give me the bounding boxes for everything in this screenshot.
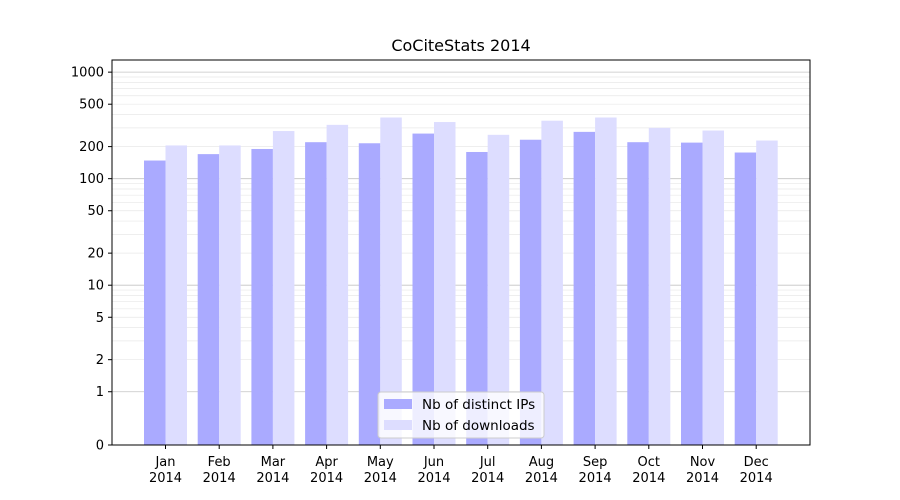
y-tick-label: 100 [79, 172, 104, 187]
x-tick-label-month: Feb [208, 455, 231, 470]
bar-distinct-ips [627, 142, 649, 445]
y-tick-label: 10 [87, 279, 104, 294]
x-tick-label-month: Nov [690, 455, 716, 470]
x-tick-label-year: 2014 [632, 471, 665, 486]
bar-distinct-ips [681, 142, 703, 446]
bar-downloads [487, 134, 510, 445]
bar-downloads [756, 140, 778, 445]
bar-downloads [219, 145, 241, 445]
x-tick-label-month: Jul [479, 455, 496, 470]
x-tick-label-year: 2014 [310, 471, 343, 486]
legend-swatch [384, 399, 412, 409]
bar-downloads [648, 127, 671, 445]
x-tick-label-month: Apr [315, 455, 338, 470]
bar-distinct-ips [519, 139, 542, 445]
bars [144, 117, 778, 446]
bar-downloads [541, 120, 563, 445]
bar-distinct-ips [734, 152, 757, 445]
bar-downloads [595, 117, 617, 445]
chart-title: CoCiteStats 2014 [391, 36, 530, 55]
x-tick-label-year: 2014 [149, 471, 182, 486]
x-tick-label-year: 2014 [417, 471, 450, 486]
y-tick-label: 1000 [71, 66, 104, 81]
bar-distinct-ips [358, 143, 381, 446]
x-tick-label-month: Jun [423, 455, 444, 470]
x-tick-label-year: 2014 [256, 471, 289, 486]
x-tick-label-year: 2014 [740, 471, 773, 486]
x-tick-label-month: Mar [261, 455, 286, 470]
axis-ticks: 01251020501002005001000Jan2014Feb2014Mar… [71, 66, 773, 486]
bar-distinct-ips [466, 151, 488, 445]
legend: Nb of distinct IPs Nb of downloads [377, 391, 545, 439]
x-tick-label-month: Jan [154, 455, 175, 470]
x-tick-label-year: 2014 [203, 471, 236, 486]
x-tick-label-year: 2014 [364, 471, 397, 486]
legend-label: Nb of downloads [422, 418, 535, 434]
x-tick-label-year: 2014 [579, 471, 612, 486]
legend-box [377, 391, 545, 439]
x-tick-label-year: 2014 [525, 471, 558, 486]
bar-downloads [702, 130, 724, 446]
y-tick-label: 200 [79, 140, 104, 155]
bar-downloads [434, 122, 456, 446]
y-tick-label: 20 [87, 247, 104, 262]
bar-downloads [272, 131, 295, 445]
bar-distinct-ips [412, 133, 434, 445]
legend-label: Nb of distinct IPs [422, 397, 535, 413]
y-tick-label: 2 [96, 353, 104, 368]
x-tick-label-month: Dec [744, 455, 769, 470]
bar-distinct-ips [197, 154, 220, 445]
x-tick-label-year: 2014 [686, 471, 719, 486]
bar-downloads [165, 145, 187, 445]
bar-distinct-ips [144, 160, 166, 445]
y-tick-label: 50 [87, 204, 104, 219]
x-tick-label-month: Oct [638, 455, 660, 470]
bar-distinct-ips [305, 142, 327, 445]
legend-swatch [384, 420, 412, 430]
bar-downloads [380, 117, 402, 445]
x-tick-label-month: Aug [529, 455, 554, 470]
y-tick-label: 500 [79, 98, 104, 113]
x-tick-label-month: Sep [583, 455, 608, 470]
y-tick-label: 5 [96, 311, 104, 326]
x-tick-label-year: 2014 [471, 471, 504, 486]
y-tick-label: 0 [96, 439, 104, 454]
bar-downloads [326, 124, 349, 446]
bar-distinct-ips [251, 148, 273, 445]
plot-frame [111, 59, 811, 446]
bar-distinct-ips [573, 131, 596, 446]
y-tick-label: 1 [96, 385, 104, 400]
x-tick-label-month: May [367, 455, 394, 470]
